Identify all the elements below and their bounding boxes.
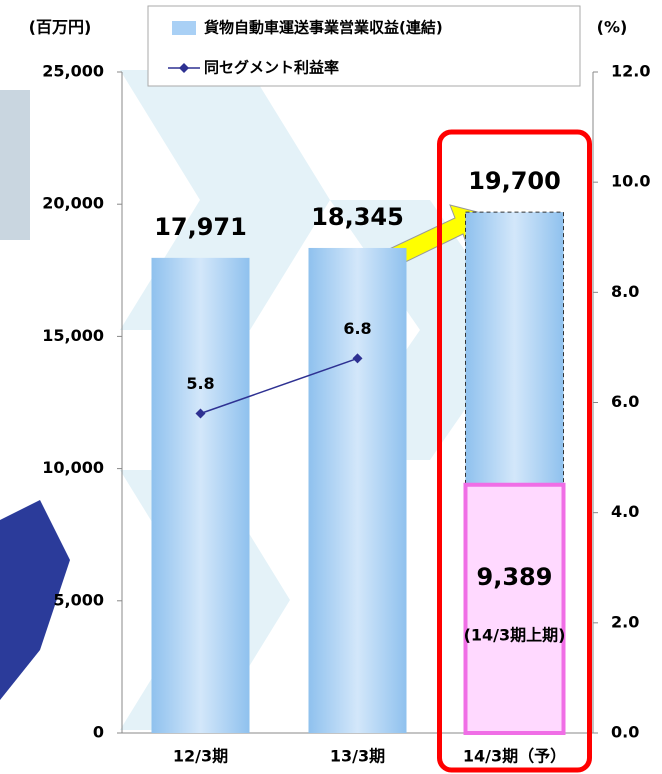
y2-tick-label: 6.0 — [611, 392, 639, 411]
y2-tick-label: 10.0 — [611, 172, 650, 191]
first-half-label: (14/3期上期) — [464, 625, 566, 644]
y-tick-label: 25,000 — [42, 62, 104, 81]
line-value-label: 6.8 — [343, 319, 371, 338]
y2-tick-label: 2.0 — [611, 612, 639, 631]
line-value-label: 5.8 — [186, 374, 214, 393]
y-tick-label: 5,000 — [53, 590, 104, 609]
y2-tick-label: 4.0 — [611, 502, 639, 521]
line-marker — [352, 353, 363, 364]
y2-tick-label: 8.0 — [611, 282, 639, 301]
y-tick-label: 0 — [93, 723, 104, 742]
legend-label: 同セグメント利益率 — [204, 59, 339, 77]
bar-value-label: 18,345 — [311, 203, 404, 231]
y-unit: (百万円) — [29, 18, 92, 37]
line-marker — [195, 408, 206, 419]
highlight-frame — [437, 129, 592, 773]
legend-swatch — [179, 63, 189, 73]
first-half-value-label: 9,389 — [477, 563, 553, 591]
y2-tick-label: 12.0 — [611, 62, 650, 81]
bar — [308, 247, 407, 734]
y-tick-label: 10,000 — [42, 458, 104, 477]
bar-value-label: 17,971 — [154, 213, 247, 241]
first-half-bar — [463, 482, 566, 736]
bar-value-label: 19,700 — [468, 167, 561, 195]
y2-unit: (%) — [597, 18, 628, 37]
y-tick-label: 15,000 — [42, 326, 104, 345]
y2-tick-label: 0.0 — [611, 723, 639, 742]
y-tick-label: 20,000 — [42, 194, 104, 213]
legend-box — [147, 5, 581, 87]
line — [200, 357, 358, 415]
x-tick-label: 13/3期 — [330, 747, 385, 766]
x-tick-label: 12/3期 — [173, 747, 228, 766]
legend-label: 貨物自動車運送事業営業収益(連結) — [204, 19, 443, 37]
bar — [151, 257, 250, 733]
x-tick-label: 14/3期（予） — [463, 747, 566, 766]
legend-swatch — [172, 21, 196, 35]
